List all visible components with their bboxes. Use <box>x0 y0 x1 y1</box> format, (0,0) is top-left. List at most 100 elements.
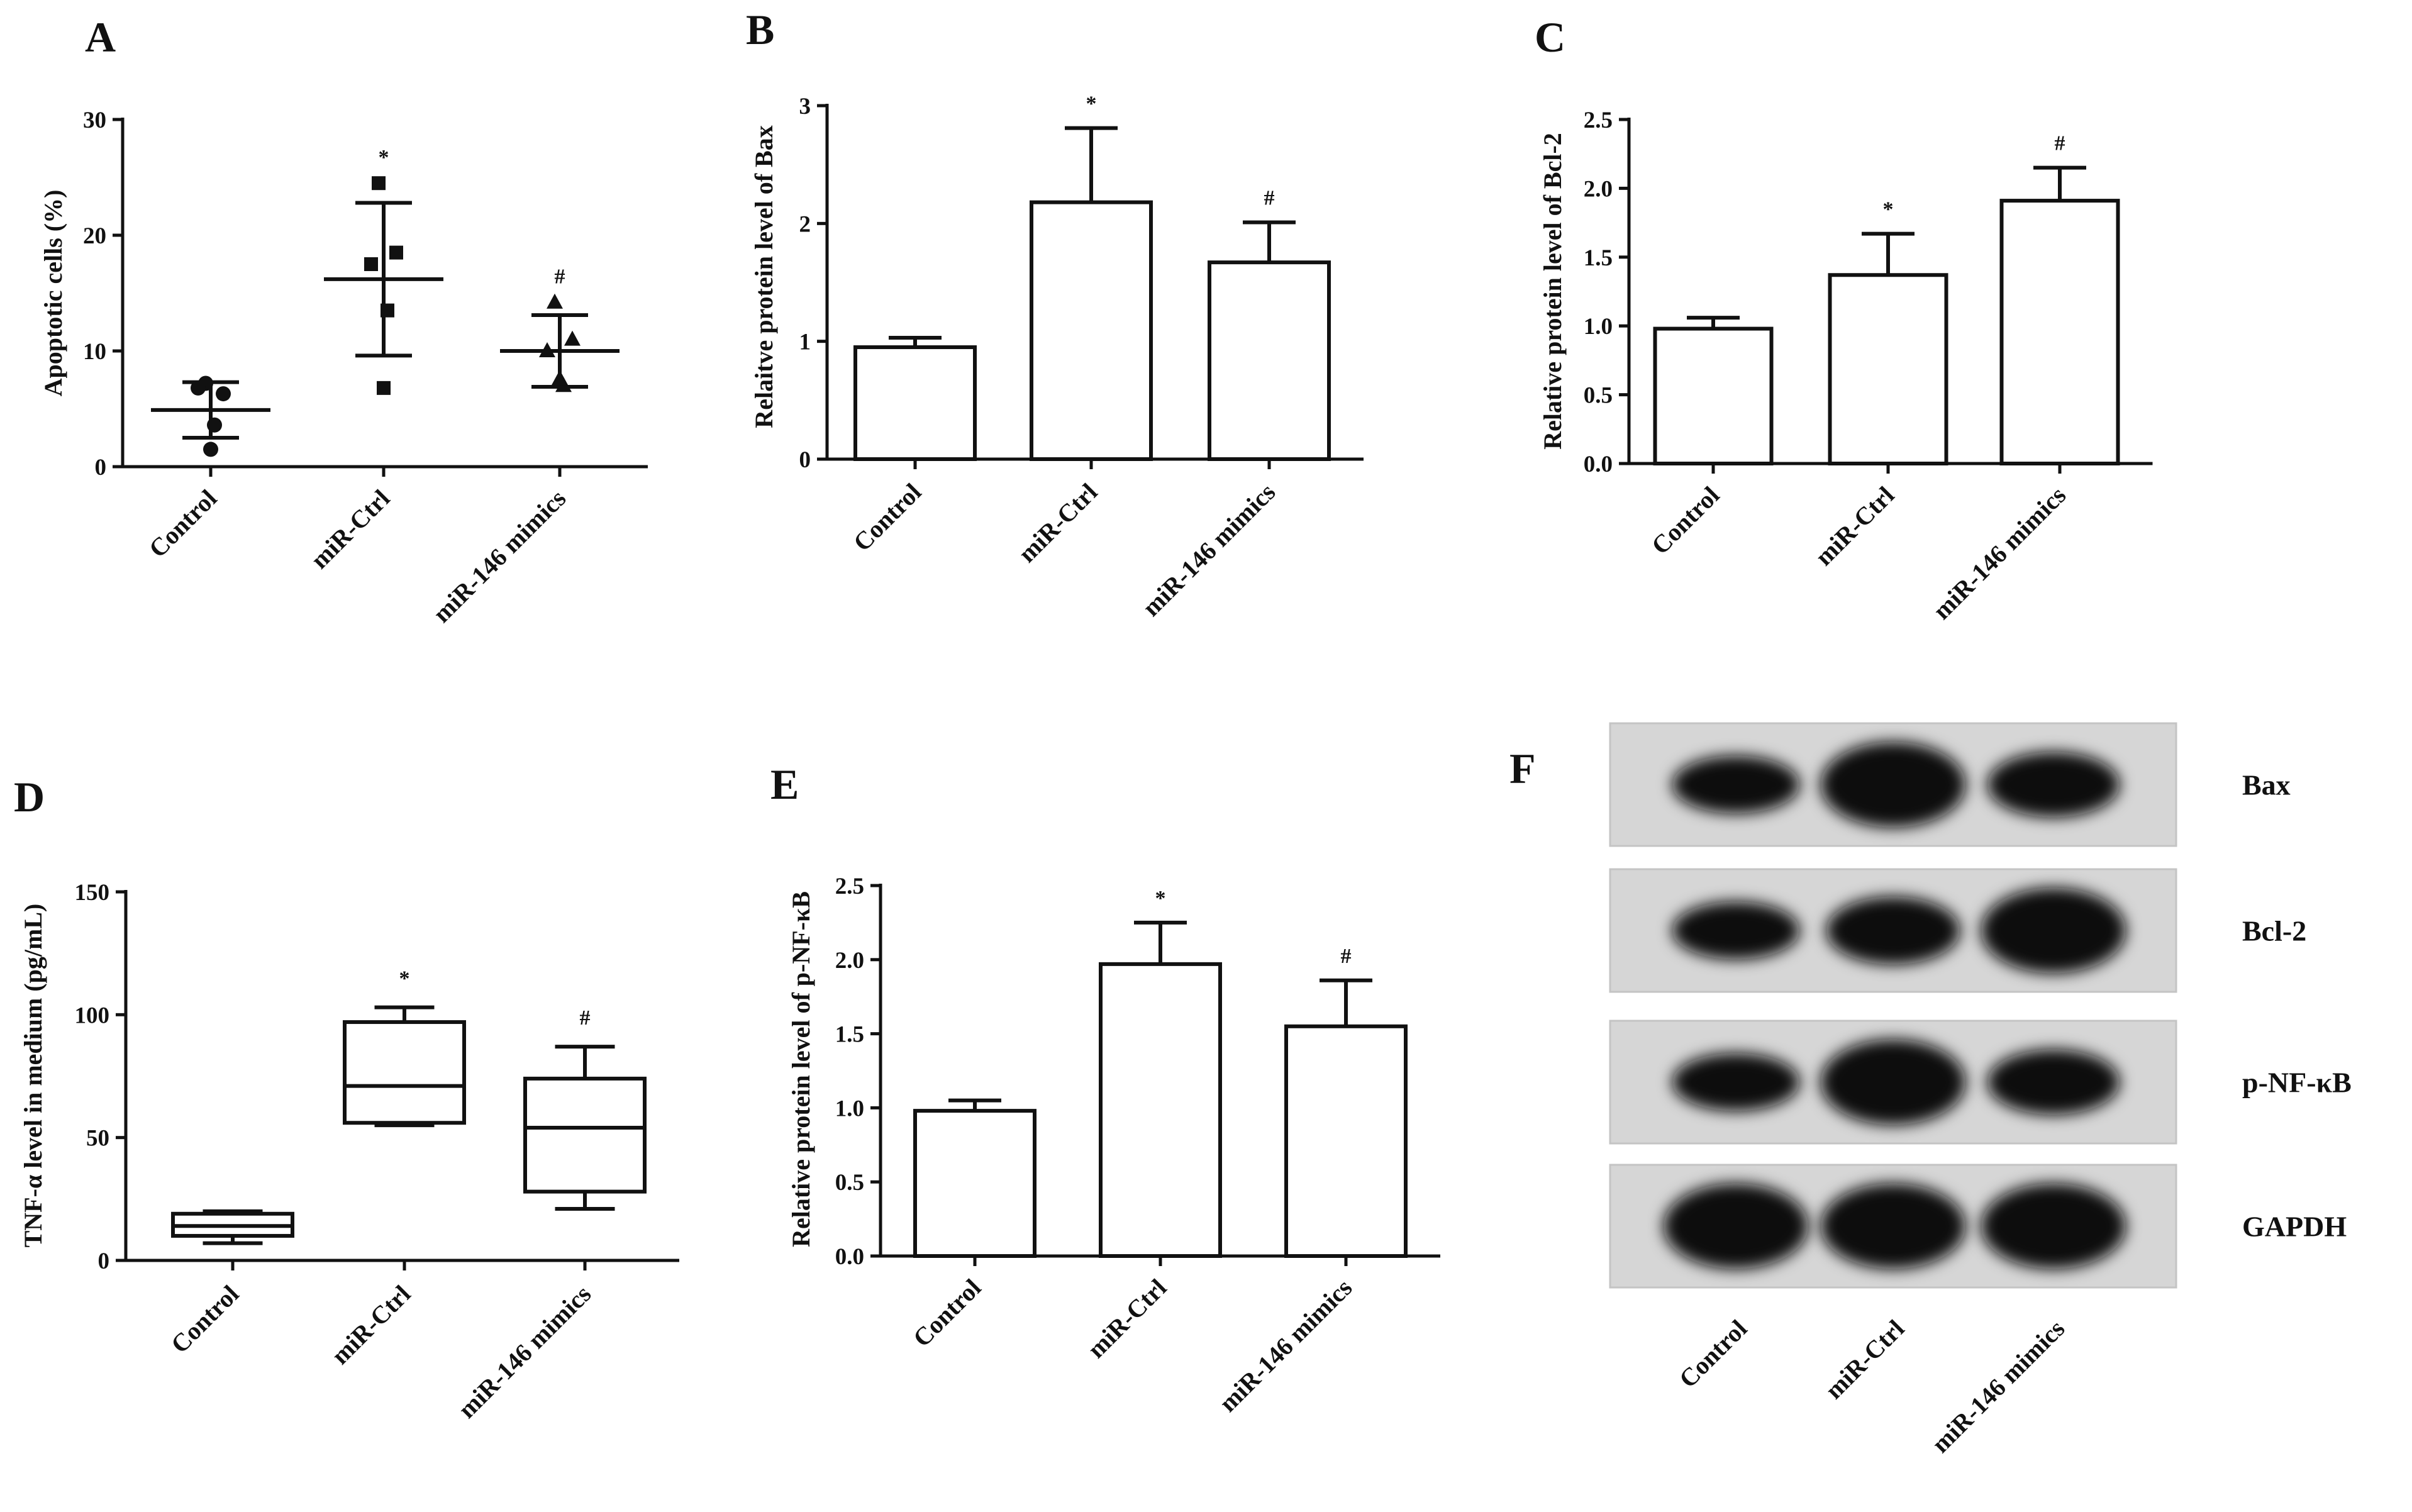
blot-category-label: miR-146 mimics <box>1926 1315 2070 1459</box>
y-tick-label: 0.0 <box>1584 452 1613 477</box>
data-point-circle <box>203 442 218 457</box>
bar <box>913 1109 1036 1259</box>
western-blot-f: Bax Bcl-2 p-NF-κB GAPDH Control miR-Ctrl miR-1… <box>1609 722 2352 1459</box>
data-point-triangle <box>539 342 555 357</box>
y-tick-label: 0 <box>95 455 107 481</box>
category-label: miR-146 mimics <box>452 1280 596 1424</box>
chart-c-bcl2: 0.0 0.5 1.0 1.5 2.0 2.5 Relative protein level… <box>1538 108 2153 625</box>
blot-band <box>1826 896 1960 965</box>
panel-letter-b: B <box>746 6 774 53</box>
panel-letter-e: E <box>770 760 799 808</box>
box <box>343 1020 466 1125</box>
y-tick-label: 1.5 <box>1584 245 1613 271</box>
blot-band <box>1821 1183 1965 1269</box>
y-tick-label: 20 <box>83 223 106 249</box>
category-label: miR-146 mimics <box>427 484 571 628</box>
blot-band <box>1821 1039 1965 1125</box>
bar <box>1030 200 1153 461</box>
chart-d-tnf-alpha: 0 50 100 150 TNF-α level in medium (pg/mL) Co… <box>19 880 679 1424</box>
y-axis-label: Relative protein level of Bcl-2 <box>1538 133 1567 450</box>
bar <box>1653 326 1774 465</box>
blot-category-label: Control <box>1674 1315 1753 1394</box>
bar <box>1208 260 1331 461</box>
blot-band <box>1672 755 1800 814</box>
panel-letter-d: D <box>14 773 45 821</box>
data-point-square <box>377 381 391 395</box>
data-point-circle <box>191 380 206 396</box>
y-tick-label: 0.0 <box>835 1244 864 1270</box>
y-tick-label: 3 <box>799 94 811 120</box>
blot-band <box>1672 1053 1800 1111</box>
category-label: miR-Ctrl <box>1013 478 1103 568</box>
significance-mark: # <box>2055 132 2065 155</box>
blot-row-label: GAPDH <box>2242 1211 2347 1243</box>
blot-band <box>1987 1049 2120 1115</box>
panel-letter-a: A <box>85 13 116 61</box>
y-tick-label: 0.5 <box>835 1170 864 1196</box>
significance-mark: * <box>399 967 410 991</box>
bar <box>1099 962 1222 1259</box>
blot-band <box>1664 1183 1808 1269</box>
category-label: miR-Ctrl <box>1809 481 1899 571</box>
panel-letter-c: C <box>1535 13 1565 61</box>
significance-mark: * <box>1086 92 1097 116</box>
y-axis-label: Relaitve protein level of Bax <box>750 125 778 428</box>
y-tick-label: 30 <box>83 108 106 133</box>
category-label: miR-146 mimics <box>1213 1274 1357 1418</box>
category-label: miR-146 mimics <box>1137 478 1281 622</box>
y-tick-label: 2.0 <box>835 948 864 974</box>
data-point-triangle <box>547 293 563 309</box>
y-tick-label: 1.5 <box>835 1022 864 1048</box>
y-tick-label: 50 <box>86 1126 109 1152</box>
data-point-square <box>372 176 386 191</box>
category-label: Control <box>848 478 927 557</box>
y-tick-label: 2.5 <box>1584 108 1613 133</box>
bar <box>1284 1024 1408 1258</box>
panel-letter-f: F <box>1509 745 1536 792</box>
y-tick-label: 100 <box>75 1003 110 1028</box>
blot-band <box>1672 901 1800 960</box>
category-label: miR-146 mimics <box>1927 481 2071 625</box>
category-label: Control <box>165 1280 245 1359</box>
bar <box>1828 273 1948 465</box>
chart-e-p-nfkb: 0.0 0.5 1.0 1.5 2.0 2.5 Relative protein level… <box>787 874 1440 1418</box>
bar <box>1999 199 2120 465</box>
data-point-square <box>389 245 403 260</box>
y-tick-label: 0 <box>799 447 811 473</box>
significance-mark: # <box>1341 945 1352 968</box>
blot-band <box>1981 1183 2126 1269</box>
blot-band <box>1821 742 1965 828</box>
chart-a-apoptotic-cells: 0 10 20 30 Apoptotic cells (%) Control miR-Ctr… <box>39 108 648 628</box>
y-tick-label: 2 <box>799 211 811 237</box>
blot-category-label: miR-Ctrl <box>1820 1315 1909 1404</box>
y-axis-label: Apoptotic cells (%) <box>39 190 67 397</box>
y-tick-label: 0.5 <box>1584 383 1613 409</box>
y-tick-label: 0 <box>98 1248 110 1274</box>
data-point-triangle <box>564 330 581 346</box>
category-label: miR-Ctrl <box>305 484 395 574</box>
y-tick-label: 10 <box>83 339 106 365</box>
blot-row-label: Bax <box>2242 769 2291 801</box>
box <box>523 1076 647 1194</box>
blot-band <box>1987 752 2120 818</box>
significance-mark: # <box>555 265 565 289</box>
category-label: miR-Ctrl <box>1082 1274 1172 1364</box>
significance-mark: # <box>580 1006 591 1030</box>
data-point-square <box>381 303 394 318</box>
y-axis-label: TNF-α level in medium (pg/mL) <box>19 904 47 1248</box>
blot-band <box>1981 887 2126 974</box>
y-tick-label: 1.0 <box>835 1096 864 1121</box>
y-tick-label: 1.0 <box>1584 314 1613 340</box>
y-tick-label: 2.0 <box>1584 176 1613 202</box>
y-axis-label: Relative protein level of p-NF-κB <box>787 891 815 1247</box>
chart-b-bax: 0 1 2 3 Relaitve protein level of Bax Control… <box>750 92 1364 622</box>
data-point-circle <box>216 386 231 402</box>
category-label: Control <box>143 484 223 564</box>
significance-mark: # <box>1264 186 1275 209</box>
bar <box>853 345 977 461</box>
blot-row-label: Bcl-2 <box>2242 915 2306 947</box>
category-label: Control <box>908 1274 987 1353</box>
significance-mark: * <box>1883 198 1894 221</box>
data-point-circle <box>207 417 222 433</box>
